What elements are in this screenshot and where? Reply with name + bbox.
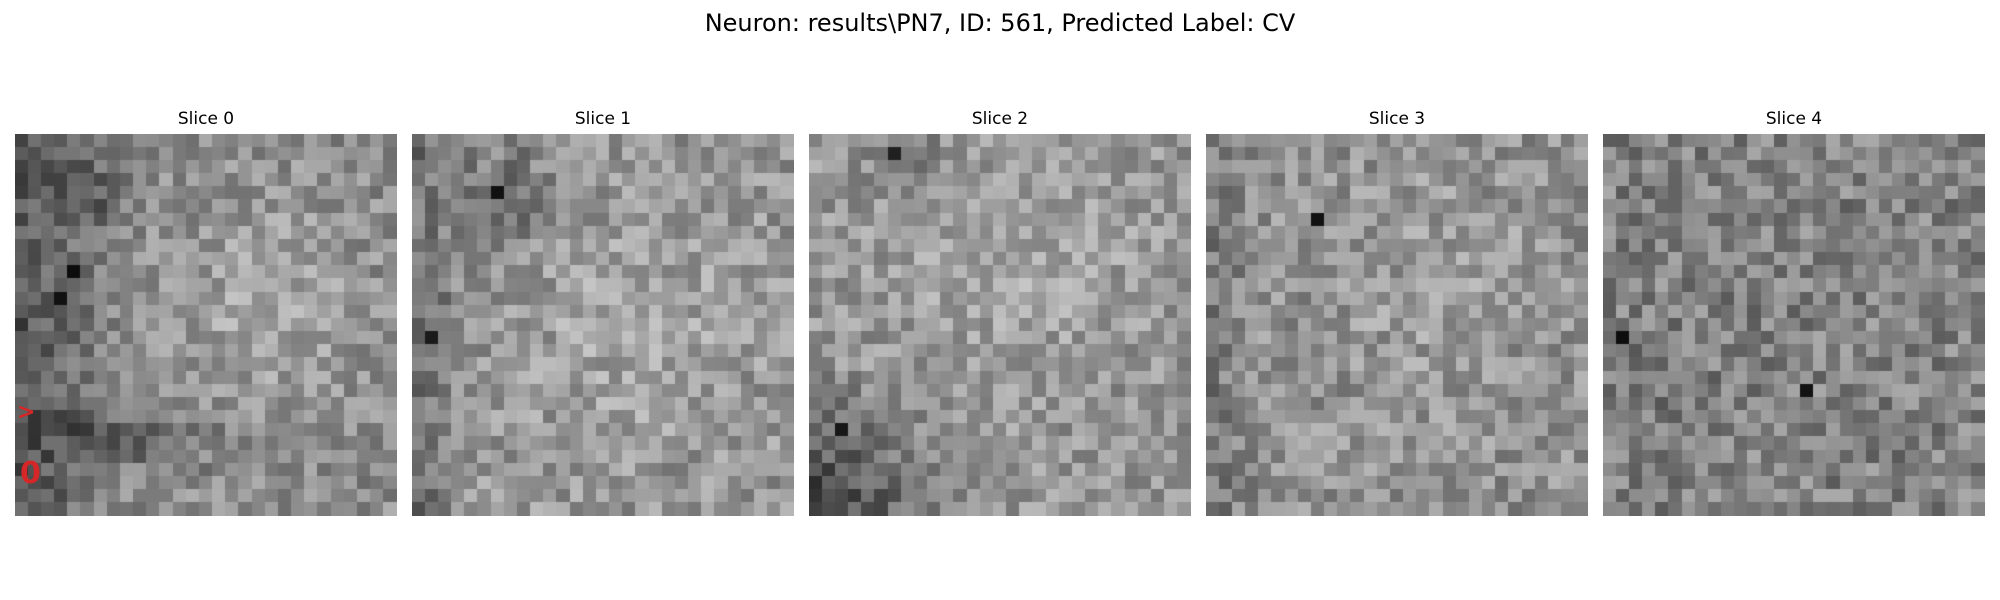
slice-image [1206, 134, 1588, 516]
slice-image [809, 134, 1191, 516]
slice-image [1603, 134, 1985, 516]
annotation-zero-glyph: 0 [20, 456, 41, 491]
slice-panel-0: Slice 0 > 0 [15, 108, 397, 516]
slice-title: Slice 3 [1368, 109, 1426, 129]
figure-title: Neuron: results\PN7, ID: 561, Predicted … [704, 9, 1296, 37]
slice-panel-1: Slice 1 [412, 108, 794, 516]
slice-title: Slice 0 [177, 109, 235, 129]
slice-image [15, 134, 397, 516]
slice-image [412, 134, 794, 516]
annotation-arrow-glyph: > [17, 400, 36, 425]
slice-panel-3: Slice 3 [1206, 108, 1588, 516]
slice-title: Slice 2 [971, 109, 1029, 129]
slice-panel-2: Slice 2 [809, 108, 1191, 516]
slice-title: Slice 1 [574, 109, 632, 129]
slice-title: Slice 4 [1765, 109, 1823, 129]
slice-panel-4: Slice 4 [1603, 108, 1985, 516]
